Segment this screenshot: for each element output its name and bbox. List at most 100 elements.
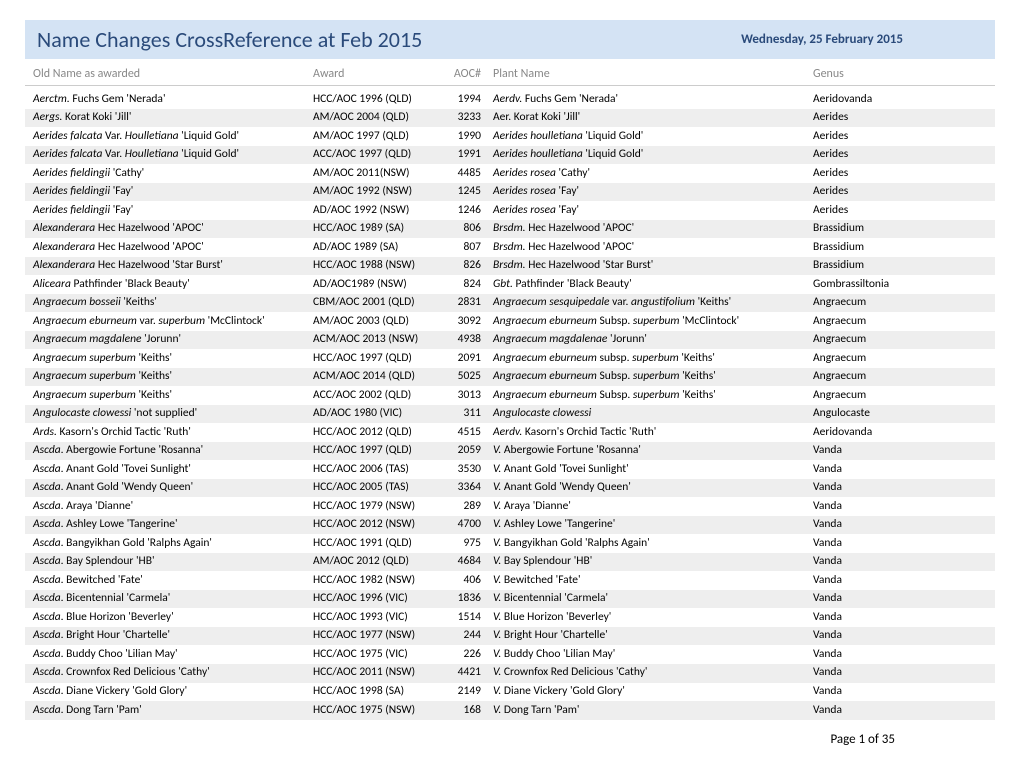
- cell-old-name: Ascda. Anant Gold 'Wendy Queen': [33, 480, 313, 496]
- cell-plant-name: Angraecum eburneum subsp. superbum 'Keit…: [493, 351, 813, 367]
- cell-plant-name: V. Diane Vickery 'Gold Glory': [493, 684, 813, 700]
- cell-award: HCC/AOC 2011 (NSW): [313, 665, 443, 681]
- cell-old-name: Aergs. Korat Koki 'Jill': [33, 110, 313, 126]
- cell-old-name: Aerides fieldingii 'Cathy': [33, 166, 313, 182]
- cell-aoc: 3530: [443, 462, 493, 478]
- table-row: Aerides fieldingii 'Fay'AM/AOC 1992 (NSW…: [25, 183, 995, 202]
- cell-old-name: Aliceara Pathfinder 'Black Beauty': [33, 277, 313, 293]
- cell-award: HCC/AOC 1975 (NSW): [313, 703, 443, 719]
- cell-plant-name: Aerides rosea 'Fay': [493, 184, 813, 200]
- cell-aoc: 168: [443, 703, 493, 719]
- cell-genus: Angulocaste: [813, 406, 987, 422]
- cell-old-name: Ascda. Anant Gold 'Tovei Sunlight': [33, 462, 313, 478]
- cell-genus: Aerides: [813, 166, 987, 182]
- cell-plant-name: Angraecum eburneum Subsp. superbum 'Keit…: [493, 369, 813, 385]
- cell-plant-name: Angulocaste clowessi: [493, 406, 813, 422]
- cell-old-name: Ards. Kasorn's Orchid Tactic 'Ruth': [33, 425, 313, 441]
- cell-genus: Vanda: [813, 610, 987, 626]
- cell-plant-name: V. Bangyikhan Gold 'Ralphs Again': [493, 536, 813, 552]
- cell-aoc: 4700: [443, 517, 493, 533]
- cell-plant-name: Angraecum eburneum Subsp. superbum 'Keit…: [493, 388, 813, 404]
- cell-aoc: 1990: [443, 129, 493, 145]
- cell-genus: Vanda: [813, 462, 987, 478]
- cell-aoc: 3092: [443, 314, 493, 330]
- cell-old-name: Ascda. Araya 'Dianne': [33, 499, 313, 515]
- cell-old-name: Ascda. Diane Vickery 'Gold Glory': [33, 684, 313, 700]
- cell-old-name: Angraecum eburneum var. superbum 'McClin…: [33, 314, 313, 330]
- cell-plant-name: Brsdm. Hec Hazelwood 'Star Burst': [493, 258, 813, 274]
- cell-plant-name: Aerides houlletiana 'Liquid Gold': [493, 147, 813, 163]
- cell-genus: Brassidium: [813, 221, 987, 237]
- cell-plant-name: Brsdm. Hec Hazelwood 'APOC': [493, 221, 813, 237]
- cell-award: HCC/AOC 1997 (QLD): [313, 443, 443, 459]
- page-footer: Page 1 of 35: [25, 720, 995, 747]
- cell-aoc: 406: [443, 573, 493, 589]
- cell-award: CBM/AOC 2001 (QLD): [313, 295, 443, 311]
- cell-genus: Vanda: [813, 517, 987, 533]
- table-row: Ascda. Bangyikhan Gold 'Ralphs Again'HCC…: [25, 534, 995, 553]
- cell-award: HCC/AOC 2005 (TAS): [313, 480, 443, 496]
- table-row: Aerctm. Fuchs Gem 'Nerada'HCC/AOC 1996 (…: [25, 90, 995, 109]
- cell-old-name: Aerctm. Fuchs Gem 'Nerada': [33, 92, 313, 108]
- cell-award: AD/AOC 1992 (NSW): [313, 203, 443, 219]
- cell-plant-name: V. Crownfox Red Delicious 'Cathy': [493, 665, 813, 681]
- cell-plant-name: V. Buddy Choo 'Lilian May': [493, 647, 813, 663]
- table-row: Ascda. Diane Vickery 'Gold Glory'HCC/AOC…: [25, 683, 995, 702]
- cell-genus: Angraecum: [813, 332, 987, 348]
- cell-genus: Vanda: [813, 591, 987, 607]
- cell-aoc: 1246: [443, 203, 493, 219]
- cell-plant-name: Aerides rosea 'Cathy': [493, 166, 813, 182]
- cell-old-name: Alexanderara Hec Hazelwood 'Star Burst': [33, 258, 313, 274]
- cell-award: AM/AOC 2011(NSW): [313, 166, 443, 182]
- cell-aoc: 1836: [443, 591, 493, 607]
- report-title: Name Changes CrossReference at Feb 2015: [37, 26, 422, 53]
- table-row: Angraecum superbum 'Keiths'HCC/AOC 1997 …: [25, 349, 995, 368]
- cell-old-name: Ascda. Buddy Choo 'Lilian May': [33, 647, 313, 663]
- cell-aoc: 4515: [443, 425, 493, 441]
- table-row: Ascda. Bay Splendour 'HB'AM/AOC 2012 (QL…: [25, 553, 995, 572]
- cell-plant-name: Angraecum eburneum Subsp. superbum 'McCl…: [493, 314, 813, 330]
- table-row: Ascda. Bewitched 'Fate'HCC/AOC 1982 (NSW…: [25, 571, 995, 590]
- cell-award: HCC/AOC 1998 (SA): [313, 684, 443, 700]
- col-aoc: AOC#: [443, 67, 493, 81]
- table-row: Alexanderara Hec Hazelwood 'APOC'AD/AOC …: [25, 238, 995, 257]
- cell-genus: Angraecum: [813, 369, 987, 385]
- cell-old-name: Aerides falcata Var. Houlletiana 'Liquid…: [33, 129, 313, 145]
- cell-award: HCC/AOC 2012 (NSW): [313, 517, 443, 533]
- cell-aoc: 4684: [443, 554, 493, 570]
- cell-award: HCC/AOC 1988 (NSW): [313, 258, 443, 274]
- cell-aoc: 4938: [443, 332, 493, 348]
- cell-genus: Angraecum: [813, 295, 987, 311]
- cell-aoc: 1245: [443, 184, 493, 200]
- cell-aoc: 1994: [443, 92, 493, 108]
- cell-plant-name: V. Anant Gold 'Tovei Sunlight': [493, 462, 813, 478]
- cell-genus: Aerides: [813, 129, 987, 145]
- cell-aoc: 226: [443, 647, 493, 663]
- cell-old-name: Aerides falcata Var. Houlletiana 'Liquid…: [33, 147, 313, 163]
- cell-genus: Angraecum: [813, 314, 987, 330]
- table-row: Ascda. Crownfox Red Delicious 'Cathy'HCC…: [25, 664, 995, 683]
- cell-award: HCC/AOC 1979 (NSW): [313, 499, 443, 515]
- cell-genus: Vanda: [813, 443, 987, 459]
- cell-award: HCC/AOC 1982 (NSW): [313, 573, 443, 589]
- col-old-name: Old Name as awarded: [33, 67, 313, 81]
- cell-award: HCC/AOC 1993 (VIC): [313, 610, 443, 626]
- cell-genus: Angraecum: [813, 351, 987, 367]
- cell-old-name: Ascda. Abergowie Fortune 'Rosanna': [33, 443, 313, 459]
- table-body: Aerctm. Fuchs Gem 'Nerada'HCC/AOC 1996 (…: [25, 90, 995, 720]
- cell-award: ACM/AOC 2013 (NSW): [313, 332, 443, 348]
- cell-genus: Vanda: [813, 499, 987, 515]
- cell-aoc: 1991: [443, 147, 493, 163]
- table-row: Ascda. Araya 'Dianne'HCC/AOC 1979 (NSW)2…: [25, 497, 995, 516]
- cell-genus: Brassidium: [813, 258, 987, 274]
- cell-aoc: 311: [443, 406, 493, 422]
- table-row: Ascda. Dong Tarn 'Pam'HCC/AOC 1975 (NSW)…: [25, 701, 995, 720]
- cell-aoc: 2091: [443, 351, 493, 367]
- table-row: Ascda. Abergowie Fortune 'Rosanna'HCC/AO…: [25, 442, 995, 461]
- cell-plant-name: V. Anant Gold 'Wendy Queen': [493, 480, 813, 496]
- cell-aoc: 2149: [443, 684, 493, 700]
- cell-old-name: Angraecum superbum 'Keiths': [33, 388, 313, 404]
- report-date: Wednesday, 25 February 2015: [741, 32, 903, 47]
- cell-genus: Aeridovanda: [813, 92, 987, 108]
- cell-old-name: Ascda. Blue Horizon 'Beverley': [33, 610, 313, 626]
